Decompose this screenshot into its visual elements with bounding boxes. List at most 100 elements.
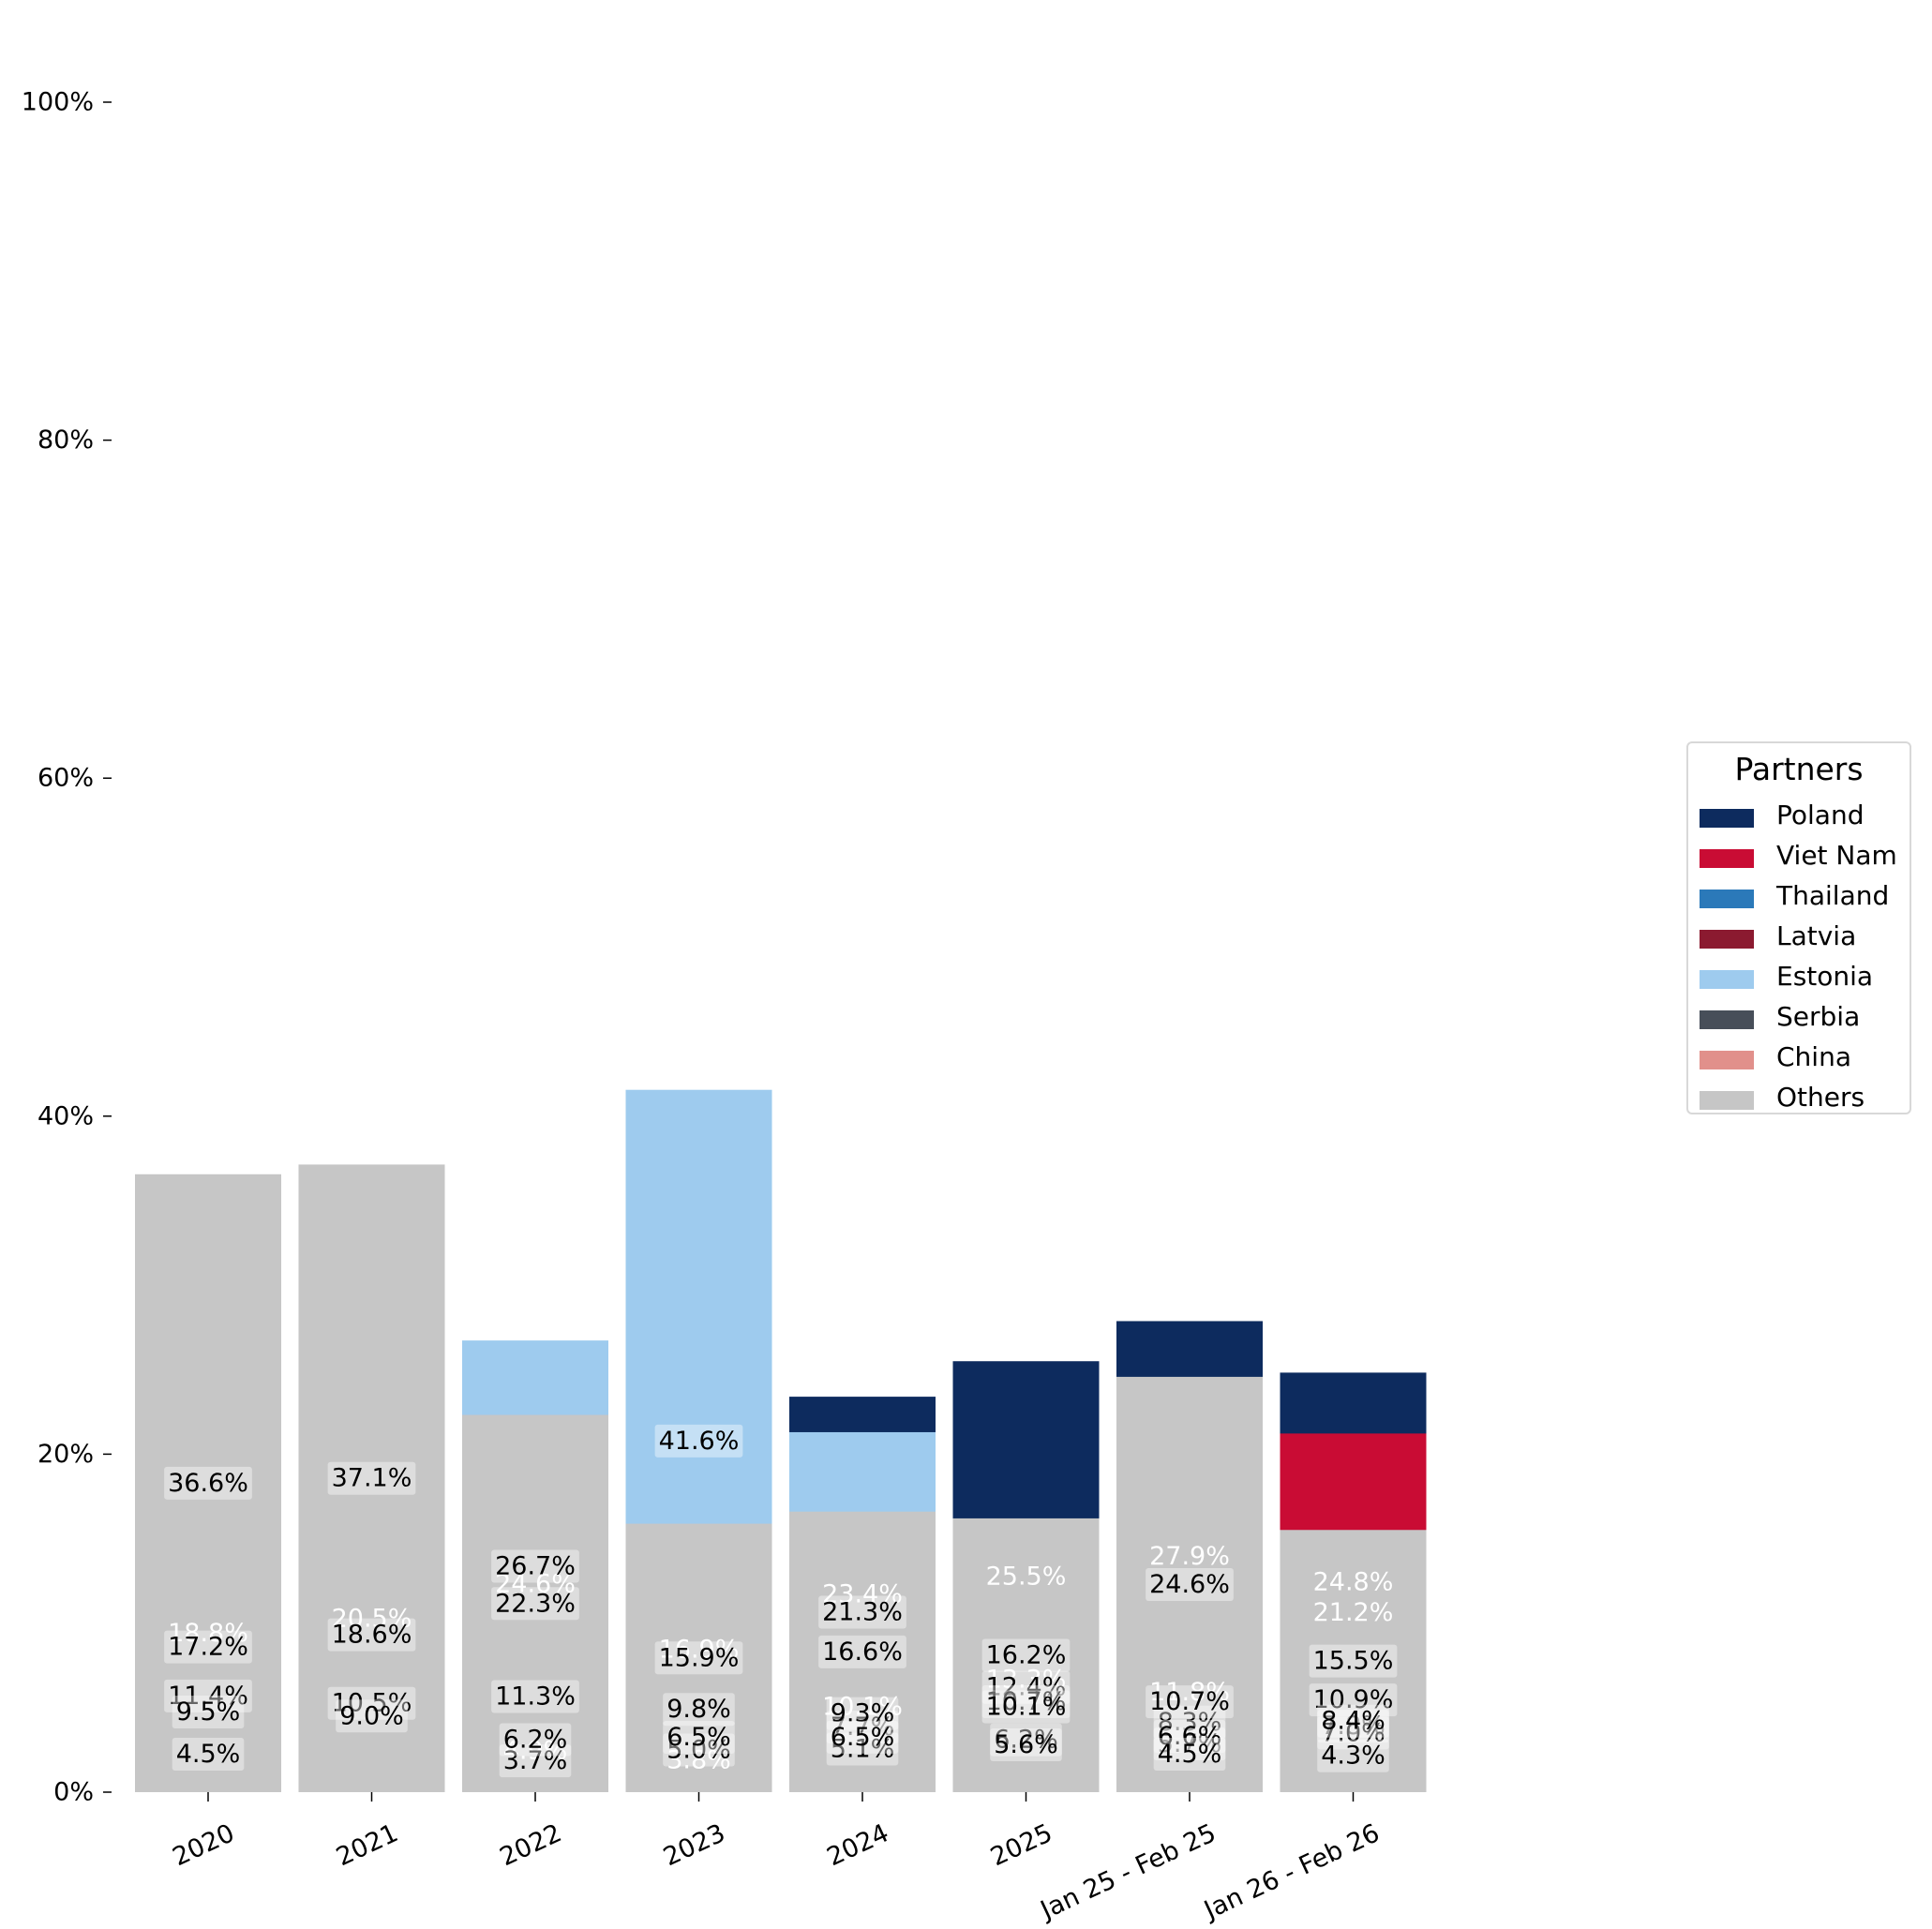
data-label-box [499,1744,572,1778]
data-label-text: 5.0% [666,1735,731,1764]
data-label-box [327,1618,416,1652]
legend-title: Partners [1734,751,1864,787]
data-label-text: 3.7% [503,1746,568,1775]
legend-label: Latvia [1776,920,1857,951]
data-label: 41.6% [654,1424,743,1458]
data-label-box [826,1697,899,1730]
data-label-box [327,1686,416,1720]
legend-swatch [1700,890,1754,908]
data-label: 15.5% [1309,1644,1398,1678]
data-label: 10.5% [327,1686,416,1720]
data-label-box [981,1638,1071,1672]
data-label: 11.8% [1149,1678,1230,1707]
data-label: 7.7% [826,1711,899,1744]
data-label: 27.9% [1149,1542,1230,1571]
data-label-box [491,1680,579,1713]
bar-segment-others-4 [789,1511,936,1792]
data-label-box [164,1679,252,1712]
data-label-box [826,1720,899,1754]
bar-segment-others-1 [298,1164,445,1792]
data-label: 6.2% [990,1723,1062,1757]
data-label-box [663,1693,735,1727]
data-label-box [336,1699,408,1733]
legend-label: Viet Nam [1776,840,1897,871]
data-label: 3.8% [666,1745,731,1774]
data-label-text: 26.7% [495,1552,576,1581]
data-label: 20.5% [332,1605,412,1634]
data-label: 5.7% [1153,1727,1226,1761]
data-label-text: 24.6% [495,1570,576,1599]
data-label-text: 5.1% [831,1735,895,1764]
data-label: 36.6% [164,1466,252,1500]
data-label-text: 24.6% [1149,1570,1230,1599]
data-label-text: 18.6% [332,1621,412,1650]
data-label-box [1317,1739,1389,1772]
data-label-text: 7.8% [1321,1712,1385,1741]
data-label-text: 15.5% [1313,1647,1394,1676]
data-label-box [327,1461,416,1495]
data-label-box [981,1690,1071,1724]
data-label-box [826,1711,899,1744]
data-label-box [491,1549,579,1583]
data-label-box [1153,1727,1226,1761]
legend-swatch [1700,930,1754,949]
data-label-text: 25.5% [986,1563,1067,1592]
data-label-box [164,1466,252,1500]
data-label-text: 4.5% [176,1740,241,1769]
data-label-text: 36.6% [168,1469,248,1498]
data-label-box [1153,1737,1226,1771]
data-label: 3.7% [499,1744,572,1778]
legend-label: Serbia [1776,1001,1861,1032]
data-label-text: 5.6% [994,1730,1058,1759]
data-label-box [1153,1720,1226,1754]
y-axis: 0% 20% 40% 60% 80% 100% [22,88,112,1807]
data-label-text: 10.5% [332,1689,412,1718]
data-label: 4.3% [1317,1739,1389,1772]
data-label: 13.3% [986,1666,1067,1695]
data-label-text: 6.2% [994,1726,1058,1755]
legend-label: Poland [1776,800,1865,830]
bar-segment-others-3 [625,1523,772,1792]
data-label-text: 10.7% [1149,1687,1230,1716]
data-label-text: 18.8% [168,1619,248,1648]
data-label: 7.0% [1317,1716,1389,1750]
legend-label: China [1776,1041,1851,1072]
data-label: 5.6% [990,1728,1062,1762]
data-label: 5.0% [663,1733,735,1767]
y-tick-label: 60% [37,764,94,793]
data-label-text: 11.4% [168,1682,248,1711]
data-label-box [826,1732,899,1766]
data-label-text: 27.9% [1149,1542,1230,1571]
data-label: 15.9% [654,1641,743,1675]
data-label: 10.1% [981,1690,1071,1724]
data-label: 16.2% [981,1638,1071,1672]
x-tick-label: 2023 [659,1818,729,1872]
bar-segment-others-0 [135,1174,281,1792]
data-label: 10.9% [1309,1683,1398,1717]
x-tick-label: Jan 26 - Feb 26 [1198,1818,1384,1925]
x-tick-label: 2022 [496,1818,566,1872]
data-label-text: 10.7% [986,1687,1067,1716]
data-label: 9.0% [336,1699,408,1733]
legend-label: Others [1776,1082,1865,1113]
data-label-box [1153,1705,1226,1739]
y-tick-label: 100% [22,88,94,117]
data-label: 7.8% [1317,1710,1389,1743]
data-label-box [654,1424,743,1458]
data-label-text: 8.3% [1158,1708,1222,1737]
data-label-box [1317,1710,1389,1743]
data-label-text: 41.6% [659,1427,740,1456]
bar-labels-layer: 18.8% 4.5% 11.4% 17.2% 9.5% 36.6% 20.5% 10.5% 18… [164,1424,1398,1778]
data-label-text: 5.7% [1158,1729,1222,1758]
data-label: 4.5% [172,1737,245,1771]
data-label-text: 6.5% [831,1723,895,1752]
data-label-text: 9.3% [831,1699,895,1728]
data-label: 24.6% [1146,1567,1234,1601]
data-label-text: 11.8% [1149,1678,1230,1707]
data-label-text: 16.2% [986,1640,1067,1669]
data-label-text: 7.0% [1321,1718,1385,1747]
data-label-text: 21.2% [1313,1598,1394,1627]
data-label-text: 37.1% [332,1464,412,1493]
data-label: 10.7% [1146,1685,1234,1719]
